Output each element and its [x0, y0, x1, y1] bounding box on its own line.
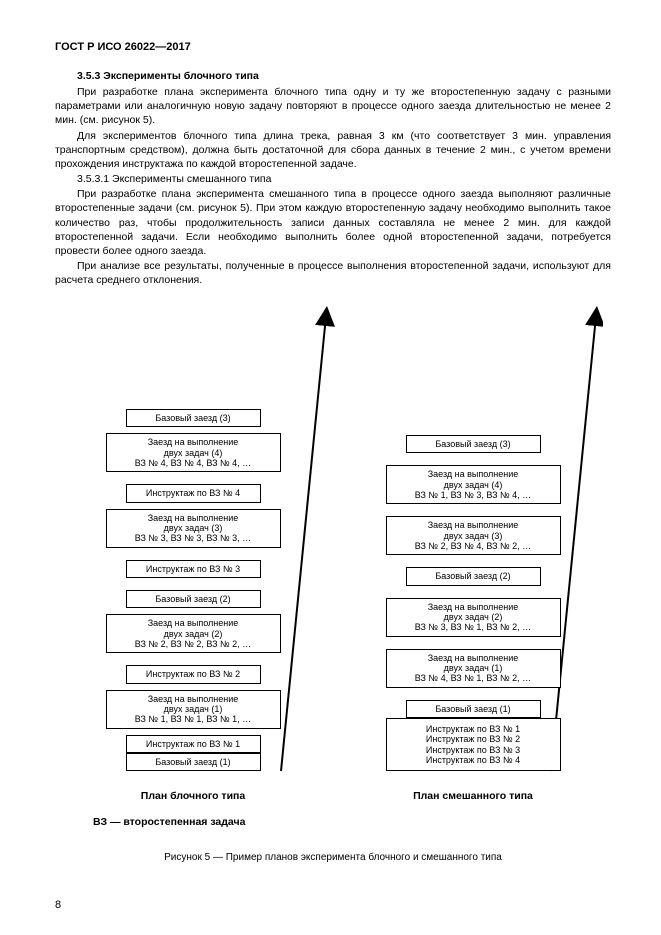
diagram-box: Базовый заезд (2): [406, 567, 541, 585]
diagram-box: Заезд на выполнениедвух задач (1)ВЗ № 1,…: [106, 690, 281, 729]
diagram-box: Базовый заезд (3): [126, 409, 261, 427]
diagram-box: Заезд на выполнениедвух задач (2)ВЗ № 3,…: [386, 598, 561, 637]
diagram-box: Заезд на выполнениедвух задач (1)ВЗ № 4,…: [386, 649, 561, 688]
figure-caption: Рисунок 5 — Пример планов эксперимента б…: [55, 851, 611, 865]
diagram-box: Базовый заезд (3): [406, 435, 541, 453]
diagram-box: Заезд на выполнениедвух задач (3)ВЗ № 2,…: [386, 516, 561, 555]
subsection-title: 3.5.3.1 Эксперименты смешанного типа: [55, 172, 611, 186]
para-1: При разработке плана эксперимента блочно…: [55, 85, 611, 128]
diagram-box: Инструктаж по ВЗ № 1: [126, 735, 261, 753]
diagram-box: Инструктаж по ВЗ № 1Инструктаж по ВЗ № 2…: [386, 718, 561, 771]
diagram-box: Заезд на выполнениедвух задач (4)ВЗ № 1,…: [386, 465, 561, 504]
legend: ВЗ — второстепенная задача: [93, 815, 245, 829]
para-2: Для экспериментов блочного типа длина тр…: [55, 129, 611, 172]
figure-area: Базовый заезд (1)Инструктаж по ВЗ № 1Зае…: [63, 301, 603, 841]
para-4: При анализе все результаты, полученные в…: [55, 259, 611, 287]
diagram-box: Заезд на выполнениедвух задач (4)ВЗ № 4,…: [106, 433, 281, 472]
diagram-box: Базовый заезд (1): [126, 753, 261, 771]
diagram-box: Инструктаж по ВЗ № 3: [126, 560, 261, 578]
diagram-box: Заезд на выполнениедвух задач (2)ВЗ № 2,…: [106, 614, 281, 653]
diagram-box: Инструктаж по ВЗ № 2: [126, 665, 261, 683]
diagram-box: Базовый заезд (2): [126, 590, 261, 608]
page: ГОСТ Р ИСО 26022—2017 3.5.3 Эксперименты…: [0, 0, 661, 935]
section-title: 3.5.3 Эксперименты блочного типа: [55, 69, 611, 83]
diagram-box: Инструктаж по ВЗ № 4: [126, 484, 261, 502]
right-column: Инструктаж по ВЗ № 1Инструктаж по ВЗ № 2…: [373, 423, 573, 772]
left-caption: План блочного типа: [93, 789, 293, 803]
diagram-box: Заезд на выполнениедвух задач (3)ВЗ № 3,…: [106, 509, 281, 548]
left-column: Базовый заезд (1)Инструктаж по ВЗ № 1 Зае…: [93, 397, 293, 772]
doc-header: ГОСТ Р ИСО 26022—2017: [55, 40, 611, 55]
diagram-box: Базовый заезд (1): [406, 700, 541, 718]
right-caption: План смешанного типа: [373, 789, 573, 803]
page-number: 8: [55, 898, 61, 913]
para-3: При разработке плана эксперимента смешан…: [55, 187, 611, 258]
